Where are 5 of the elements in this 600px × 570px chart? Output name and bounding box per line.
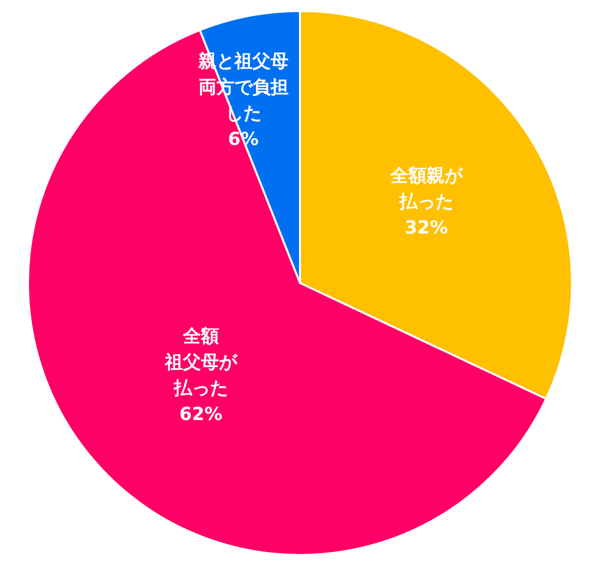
slice-label: 全額祖父母が払った: [164, 326, 238, 399]
slice-label: 全額親が払った: [389, 166, 464, 213]
data-label: 32%: [404, 218, 448, 239]
data-label: 6%: [228, 128, 259, 150]
data-label: 62%: [179, 404, 222, 425]
